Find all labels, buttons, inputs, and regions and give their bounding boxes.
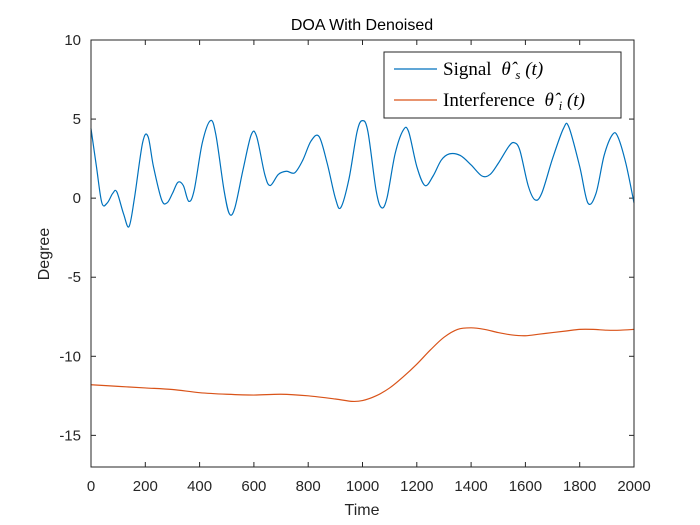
legend-box [383, 51, 622, 119]
y-tick-label: -5 [68, 269, 81, 286]
legend-entry-interference: Interference θ̂ i (t) [394, 90, 585, 115]
series-line-interference [90, 327, 635, 403]
legend-label-signal: Signal θ̂ s (t) [443, 59, 543, 84]
x-tick-label: 1400 [454, 478, 487, 495]
x-tick-label: 600 [241, 478, 266, 495]
x-tick-label: 0 [87, 478, 95, 495]
series-layer [90, 119, 635, 403]
x-tick-label: 1600 [509, 478, 542, 495]
legend-main-interference: Interference [443, 90, 535, 111]
legend-arg-interference: (t) [567, 90, 585, 111]
plot-frame [90, 39, 635, 468]
legend-label-interference: Interference θ̂ i (t) [443, 90, 585, 115]
legend-arg-signal: (t) [525, 59, 543, 80]
x-tick-label: 200 [133, 478, 158, 495]
legend-main-signal: Signal [443, 59, 492, 80]
y-axis-label: Degree [36, 228, 53, 281]
chart-title: DOA With Denoised [291, 17, 433, 34]
y-tick-label: -15 [59, 427, 81, 444]
x-tick-label: 1800 [563, 478, 596, 495]
x-axis-label: Time [345, 502, 380, 519]
x-tick-label: 400 [187, 478, 212, 495]
y-tick-label: -10 [59, 348, 81, 365]
x-tick-label: 2000 [617, 478, 650, 495]
series-line-signal [90, 119, 635, 228]
x-tick-label: 1200 [400, 478, 433, 495]
x-tick-label: 800 [296, 478, 321, 495]
tick-layer: 0 200 400 600 800 1000 1200 1400 1600 1800 2000 10 5… [59, 32, 650, 495]
y-tick-label: 10 [64, 32, 81, 49]
legend: Signal θ̂ s (t) Interference θ̂ i (t) [383, 51, 622, 119]
y-tick-label: 0 [73, 190, 81, 207]
legend-entry-signal: Signal θ̂ s (t) [394, 59, 543, 84]
y-tick-label: 5 [73, 111, 81, 128]
legend-subscript-interference: i [559, 98, 563, 113]
x-tick-label: 1000 [346, 478, 379, 495]
legend-subscript-signal: s [515, 67, 520, 82]
